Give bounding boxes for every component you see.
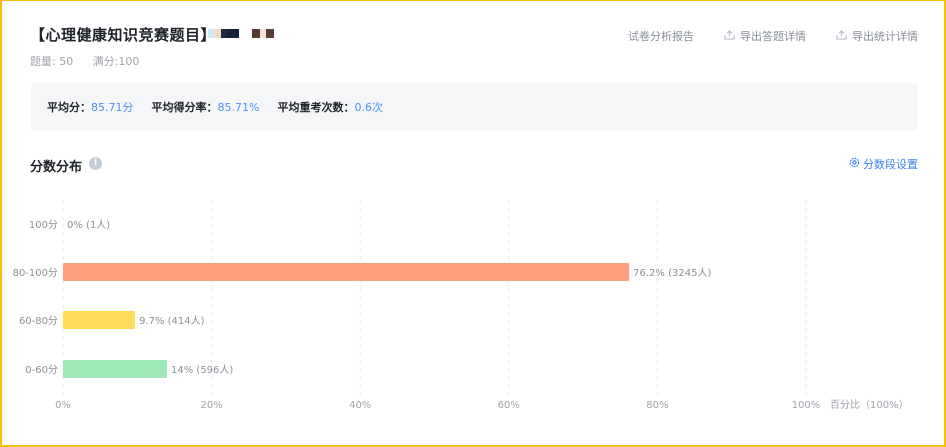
bar bbox=[63, 263, 630, 281]
x-tick-label: 80% bbox=[646, 400, 668, 411]
upload-icon bbox=[724, 29, 735, 43]
settings-label: 分数段设置 bbox=[863, 158, 918, 171]
score-distribution-chart: 0% 20% 40% 60% 80% 100% 百分比（100%） 100分 0% (1人) 80… bbox=[13, 200, 909, 411]
header-actions: 试卷分析报告 导出答题详情 导出统计详情 bbox=[628, 28, 918, 44]
x-axis-label: 百分比（100%） bbox=[830, 399, 909, 411]
stat-value: 85.71分 bbox=[91, 101, 134, 114]
gear-icon bbox=[849, 157, 860, 171]
y-category-label: 60-80分 bbox=[19, 315, 58, 327]
analysis-report-link[interactable]: 试卷分析报告 bbox=[628, 28, 694, 44]
stat-label: 平均重考次数： bbox=[277, 101, 355, 114]
stat-label: 平均分： bbox=[47, 101, 91, 114]
bar bbox=[63, 360, 168, 378]
y-category-label: 100分 bbox=[29, 219, 58, 231]
full-score: 满分:100 bbox=[92, 55, 140, 68]
export-answers-button[interactable]: 导出答题详情 bbox=[724, 28, 806, 44]
stats-panel: 平均分：85.71分 平均得分率：85.71% 平均重考次数：0.6次 bbox=[31, 83, 918, 131]
stat-label: 平均得分率： bbox=[151, 101, 218, 114]
x-tick-label: 20% bbox=[200, 400, 222, 411]
exam-meta: 题量: 50 满分:100 bbox=[30, 53, 155, 69]
bar-data-label: 0% (1人) bbox=[67, 219, 110, 231]
y-category-label: 0-60分 bbox=[25, 364, 58, 376]
bar bbox=[63, 311, 136, 329]
bar-data-label: 9.7% (414人) bbox=[139, 315, 205, 327]
x-tick-label: 40% bbox=[349, 400, 371, 411]
stat-average-score: 平均分：85.71分 bbox=[47, 99, 134, 115]
exam-title: 【心理健康知识竞赛题目】 bbox=[30, 26, 217, 44]
bar-data-label: 14% (596人) bbox=[171, 364, 233, 376]
x-tick-label: 100% bbox=[792, 400, 821, 411]
score-segment-settings-button[interactable]: 分数段设置 bbox=[849, 156, 918, 172]
stat-value: 85.71% bbox=[217, 101, 260, 114]
stat-value: 0.6次 bbox=[354, 101, 383, 114]
x-tick-label: 0% bbox=[55, 400, 71, 411]
y-category-label: 80-100分 bbox=[13, 267, 58, 279]
export-stats-button[interactable]: 导出统计详情 bbox=[836, 28, 918, 44]
action-label: 导出统计详情 bbox=[852, 30, 918, 43]
redacted-name bbox=[208, 29, 274, 38]
x-tick-label: 60% bbox=[498, 400, 520, 411]
question-count: 题量: 50 bbox=[30, 55, 74, 68]
info-icon[interactable]: i bbox=[89, 157, 102, 170]
upload-icon bbox=[836, 29, 847, 43]
bar-data-label: 76.2% (3245人) bbox=[633, 267, 711, 279]
section-title: 分数分布 bbox=[30, 160, 83, 175]
action-label: 试卷分析报告 bbox=[628, 30, 694, 43]
stat-average-retakes: 平均重考次数：0.6次 bbox=[277, 99, 383, 115]
stat-average-rate: 平均得分率：85.71% bbox=[152, 99, 260, 115]
action-label: 导出答题详情 bbox=[740, 30, 806, 43]
